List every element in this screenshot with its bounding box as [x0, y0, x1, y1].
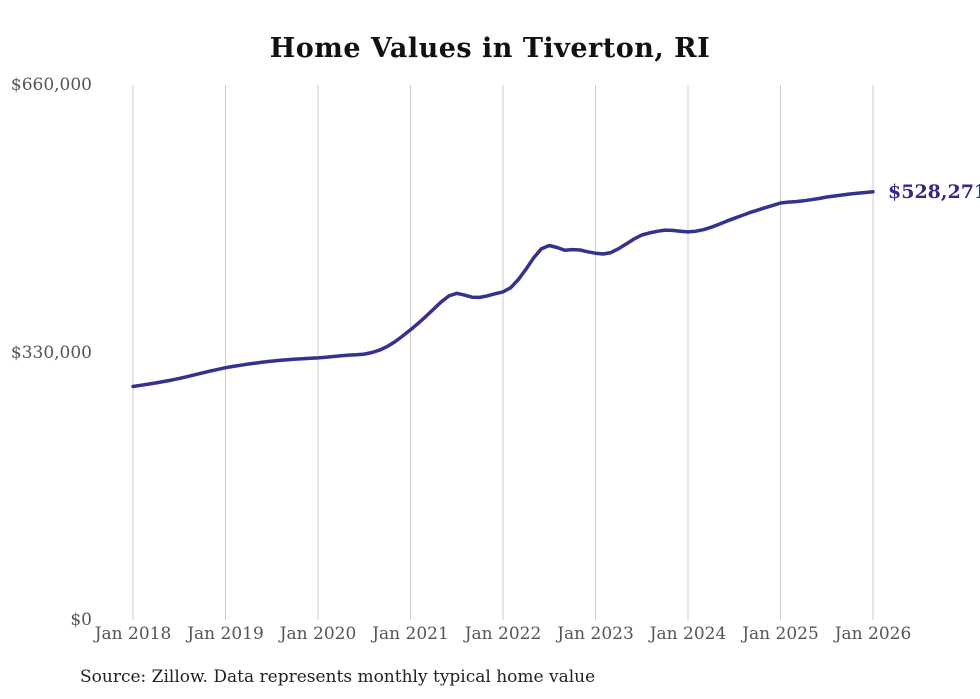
x-tick-label: Jan 2022 [464, 624, 542, 644]
x-tick-label: Jan 2026 [834, 624, 912, 644]
x-tick-label: Jan 2018 [94, 624, 172, 644]
x-tick-label: Jan 2024 [649, 624, 727, 644]
gridlines [132, 85, 874, 620]
y-tick-label: $660,000 [10, 75, 92, 95]
x-tick-label: Jan 2023 [557, 624, 634, 644]
x-tick-label: Jan 2019 [187, 624, 264, 644]
home-value-line [131, 190, 875, 389]
x-tick-label: Jan 2021 [372, 624, 449, 644]
y-tick-label: $330,000 [10, 342, 92, 363]
x-tick-label: Jan 2025 [742, 624, 819, 644]
x-tick-label: Jan 2020 [279, 624, 357, 644]
chart-title: Home Values in Tiverton, RI [269, 33, 711, 64]
y-tick-label: $0 [70, 610, 92, 630]
latest-value-label: $528,271 [888, 180, 980, 203]
source-note: Source: Zillow. Data represents monthly … [80, 667, 596, 687]
